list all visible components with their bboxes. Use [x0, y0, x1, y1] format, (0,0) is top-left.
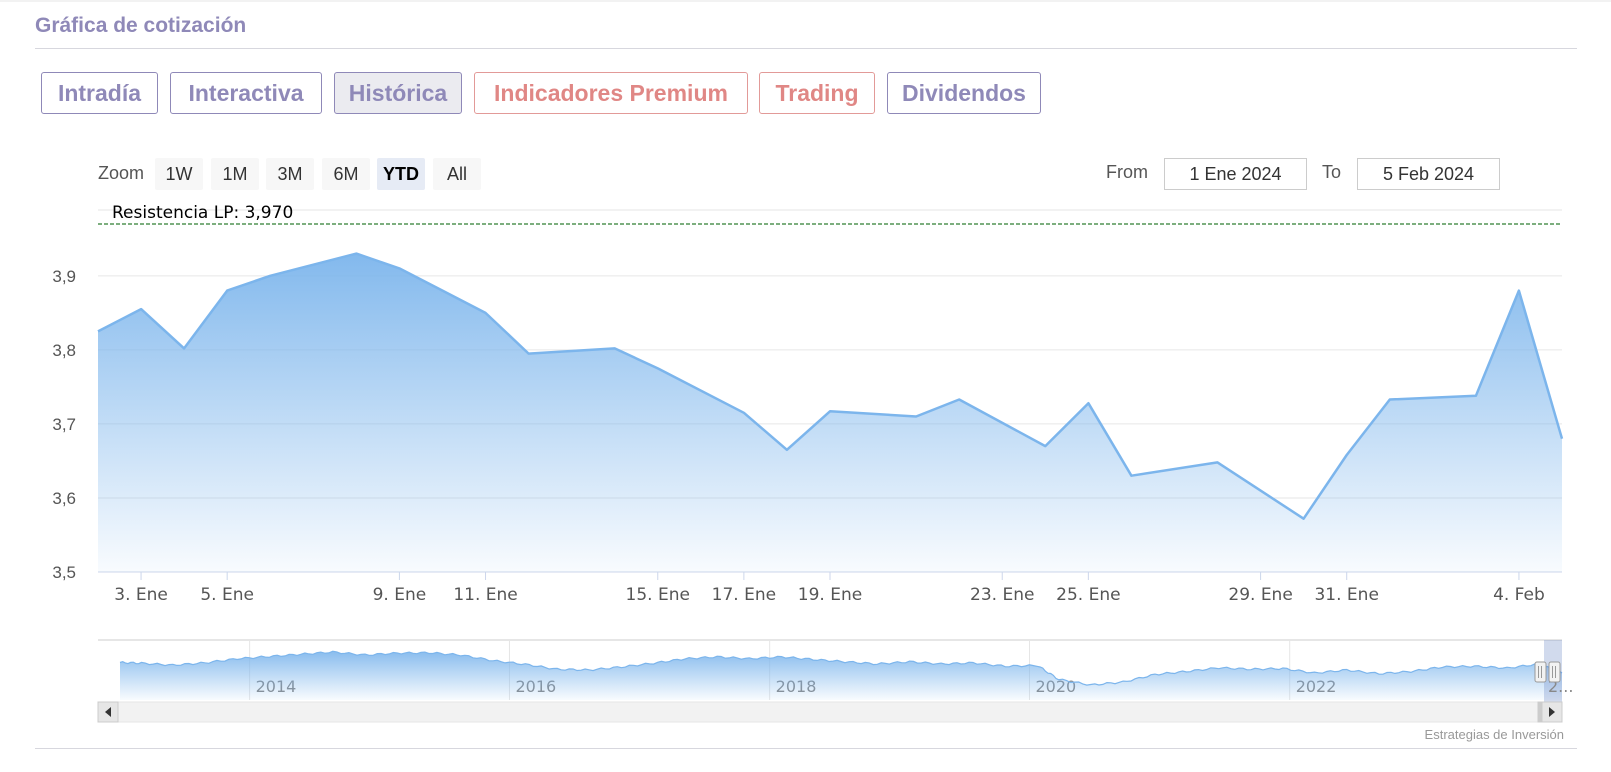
x-tick-label: 17. Ene	[712, 585, 776, 605]
x-tick-label: 3. Ene	[114, 585, 168, 605]
zoom-3m-button[interactable]: 3M	[266, 158, 314, 190]
tab-historica[interactable]: Histórica	[334, 72, 462, 114]
x-tick-label: 29. Ene	[1228, 585, 1292, 605]
x-tick-label: 15. Ene	[626, 585, 690, 605]
chevron-right-icon	[1549, 707, 1555, 717]
bottom-divider	[35, 748, 1577, 749]
y-tick-label: 3,8	[52, 341, 76, 360]
x-tick-label: 5. Ene	[200, 585, 254, 605]
y-tick-label: 3,5	[52, 563, 76, 582]
tab-trading[interactable]: Trading	[759, 72, 875, 114]
tab-intradia[interactable]: Intradía	[41, 72, 158, 114]
navigator-handle-right[interactable]	[1548, 661, 1561, 683]
tab-dividendos[interactable]: Dividendos	[887, 72, 1041, 114]
zoom-all-button[interactable]: All	[433, 158, 481, 190]
price-line	[97, 252, 1564, 520]
resistance-label: Resistencia LP: 3,970	[112, 203, 293, 223]
scrollbar-right-button[interactable]	[1541, 701, 1563, 723]
title-divider	[35, 48, 1577, 49]
zoom-label: Zoom	[98, 163, 145, 183]
zoom-1m-button[interactable]: 1M	[211, 158, 259, 190]
y-tick-label: 3,9	[52, 267, 76, 286]
y-tick-label: 3,6	[52, 489, 76, 508]
navigator-handle-left[interactable]	[1534, 661, 1547, 683]
section-title: Gráfica de cotización	[35, 14, 247, 37]
x-tick-label: 31. Ene	[1314, 585, 1378, 605]
x-tick-label: 19. Ene	[798, 585, 862, 605]
x-tick-label: 9. Ene	[373, 585, 427, 605]
chevron-left-icon	[105, 707, 111, 717]
chart-credits[interactable]: Estrategias de Inversión	[1424, 727, 1564, 742]
navigator-line	[119, 650, 1563, 686]
y-tick-label: 3,7	[52, 415, 76, 434]
x-tick-label: 4. Feb	[1493, 585, 1545, 605]
scrollbar-track	[97, 701, 1563, 723]
tab-interactiva[interactable]: Interactiva	[170, 72, 322, 114]
zoom-1w-button[interactable]: 1W	[155, 158, 203, 190]
range-from-label: From	[1106, 162, 1148, 182]
range-to-label: To	[1322, 162, 1342, 182]
zoom-ytd-button[interactable]: YTD	[377, 158, 425, 190]
navigator-area	[120, 651, 1562, 700]
x-tick-label: 23. Ene	[970, 585, 1034, 605]
x-tick-label: 25. Ene	[1056, 585, 1120, 605]
zoom-6m-button[interactable]: 6M	[322, 158, 370, 190]
tab-indicadores-premium[interactable]: Indicadores Premium	[474, 72, 748, 114]
x-tick-label: 11. Ene	[453, 585, 517, 605]
range-to-input[interactable]: 5 Feb 2024	[1357, 158, 1500, 190]
handle-grip	[1534, 661, 1547, 683]
scrollbar-left-button[interactable]	[97, 701, 119, 723]
range-from-input[interactable]: 1 Ene 2024	[1164, 158, 1307, 190]
handle-grip	[1548, 661, 1561, 683]
top-divider	[0, 0, 1611, 2]
